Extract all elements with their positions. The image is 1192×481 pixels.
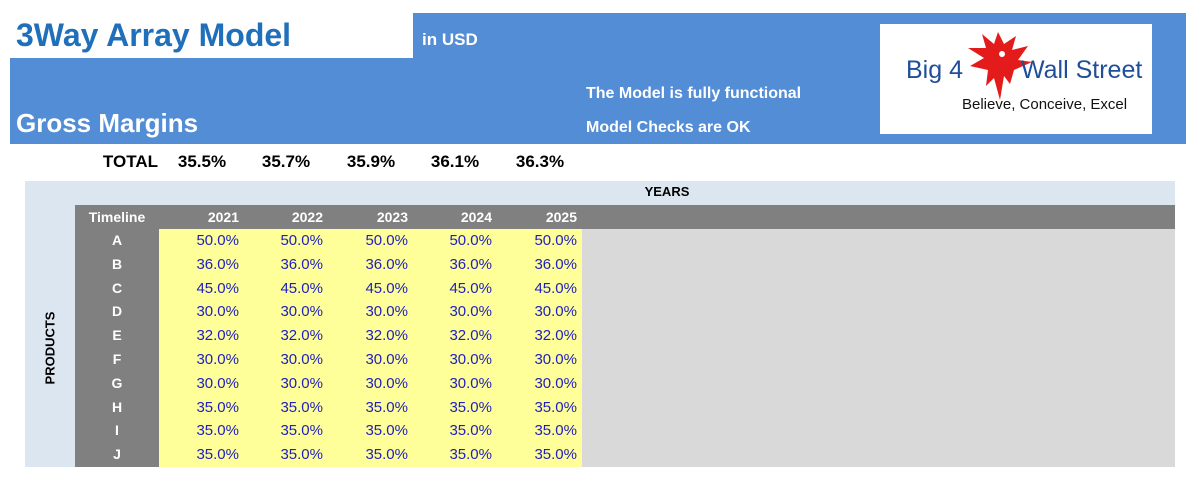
margin-cell[interactable]: 30.0% <box>196 374 239 392</box>
year-header-2025[interactable]: 2025 <box>545 209 577 225</box>
company-logo: Big 4 Wall Street Believe, Conceive, Exce… <box>880 24 1152 134</box>
logo-text: Big 4 Wall Street <box>906 56 1143 84</box>
status-checks: Model Checks are OK <box>586 119 751 136</box>
product-label-d[interactable]: D <box>111 303 123 320</box>
margin-cell[interactable]: 32.0% <box>280 327 323 345</box>
margin-cell[interactable]: 32.0% <box>365 327 408 345</box>
margin-cell[interactable]: 35.0% <box>365 398 408 416</box>
margin-cell[interactable]: 30.0% <box>534 374 577 392</box>
product-label-b[interactable]: B <box>111 255 123 272</box>
margin-cell[interactable]: 36.0% <box>449 255 492 273</box>
product-label-i[interactable]: I <box>115 422 119 439</box>
margin-cell[interactable]: 35.0% <box>280 422 323 440</box>
margin-cell[interactable]: 50.0% <box>196 232 239 249</box>
margin-cell[interactable]: 30.0% <box>365 351 408 368</box>
margin-cell[interactable]: 36.0% <box>280 255 323 273</box>
margin-cell[interactable]: 30.0% <box>280 303 323 321</box>
year-header-2024[interactable]: 2024 <box>460 209 492 225</box>
margin-cell[interactable]: 30.0% <box>365 374 408 392</box>
total-value-2022: 35.7% <box>261 152 311 171</box>
year-header-2022[interactable]: 2022 <box>291 209 323 225</box>
margin-cell[interactable]: 30.0% <box>449 374 492 392</box>
year-header-2023[interactable]: 2023 <box>376 209 408 225</box>
margin-cell[interactable]: 35.0% <box>365 422 408 440</box>
margin-cell[interactable]: 30.0% <box>196 303 239 321</box>
margin-cell[interactable]: 35.0% <box>196 422 239 440</box>
total-value-2025: 36.3% <box>515 152 565 171</box>
total-label: TOTAL <box>102 152 158 171</box>
margin-cell[interactable]: 36.0% <box>365 255 408 273</box>
margin-cell[interactable]: 30.0% <box>534 303 577 321</box>
product-label-e[interactable]: E <box>112 327 122 344</box>
margin-cell[interactable]: 35.0% <box>280 398 323 416</box>
margin-cell[interactable]: 30.0% <box>365 303 408 321</box>
margin-cell[interactable]: 35.0% <box>449 422 492 440</box>
product-label-j[interactable]: J <box>113 446 121 463</box>
total-value-2021: 35.5% <box>177 152 227 171</box>
margin-cell[interactable]: 30.0% <box>280 351 323 368</box>
margin-cell[interactable]: 30.0% <box>449 303 492 321</box>
margin-cell[interactable]: 30.0% <box>196 351 239 368</box>
page-title: 3Way Array Model <box>16 17 292 53</box>
margin-cell[interactable]: 50.0% <box>365 232 408 249</box>
status-functional: The Model is fully functional <box>586 85 802 102</box>
margin-cell[interactable]: 32.0% <box>196 327 239 345</box>
product-label-h[interactable]: H <box>111 398 123 415</box>
input-cells-area <box>159 229 582 467</box>
timeline-header-row <box>75 205 1175 229</box>
margin-cell[interactable]: 45.0% <box>280 279 323 297</box>
margin-cell[interactable]: 30.0% <box>534 351 577 368</box>
margin-cell[interactable]: 36.0% <box>196 255 239 273</box>
margin-cell[interactable]: 45.0% <box>365 279 408 297</box>
timeline-label: Timeline <box>88 209 146 225</box>
product-label-a[interactable]: A <box>111 232 123 248</box>
product-label-f[interactable]: F <box>112 351 122 367</box>
years-header: YEARS <box>644 184 690 199</box>
margin-cell[interactable]: 35.0% <box>280 446 323 464</box>
product-label-c[interactable]: C <box>111 279 123 296</box>
product-column <box>75 229 159 467</box>
margin-cell[interactable]: 35.0% <box>196 446 239 464</box>
margin-cell[interactable]: 30.0% <box>449 351 492 368</box>
margin-cell[interactable]: 35.0% <box>534 446 577 464</box>
currency-label: in USD <box>422 30 478 49</box>
empty-grid-area <box>582 229 1175 467</box>
margin-cell[interactable]: 50.0% <box>449 232 492 249</box>
product-label-g[interactable]: G <box>111 374 123 391</box>
logo-tagline: Believe, Conceive, Excel <box>962 96 1128 113</box>
margin-cell[interactable]: 50.0% <box>534 232 577 249</box>
total-value-2023: 35.9% <box>346 152 396 171</box>
margin-cell[interactable]: 35.0% <box>534 422 577 440</box>
margin-cell[interactable]: 32.0% <box>534 327 577 345</box>
margin-cell[interactable]: 45.0% <box>449 279 492 297</box>
title-box <box>10 13 413 58</box>
red-eagle-icon <box>968 32 1032 100</box>
margin-cell[interactable]: 30.0% <box>280 374 323 392</box>
margin-cell[interactable]: 35.0% <box>449 446 492 464</box>
margin-cell[interactable]: 35.0% <box>534 398 577 416</box>
products-axis-label: PRODUCTS <box>42 311 58 385</box>
year-header-2021[interactable]: 2021 <box>207 209 239 225</box>
margin-cell[interactable]: 32.0% <box>449 327 492 345</box>
margin-cell[interactable]: 36.0% <box>534 255 577 273</box>
margin-cell[interactable]: 35.0% <box>365 446 408 464</box>
margin-cell[interactable]: 35.0% <box>449 398 492 416</box>
margin-cell[interactable]: 45.0% <box>534 279 577 297</box>
total-value-2024: 36.1% <box>430 152 480 171</box>
margin-cell[interactable]: 50.0% <box>280 232 323 249</box>
margin-cell[interactable]: 45.0% <box>196 279 239 297</box>
section-title: Gross Margins <box>16 108 199 138</box>
margin-cell[interactable]: 35.0% <box>196 398 239 416</box>
